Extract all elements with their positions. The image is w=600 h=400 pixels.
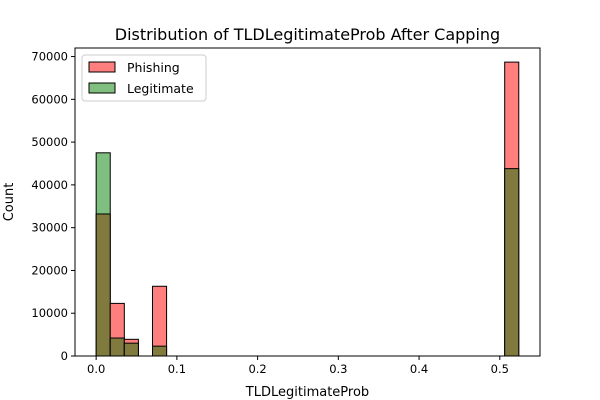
x-tick-label: 0.3 xyxy=(329,362,347,376)
y-axis-label: Count xyxy=(2,183,17,222)
y-tick-label: 40000 xyxy=(31,178,68,192)
legend-swatch xyxy=(88,82,116,94)
bars-layer xyxy=(95,61,520,357)
legend: Phishing Legitimate xyxy=(81,54,207,102)
y-tick-label: 10000 xyxy=(31,306,68,320)
bar-legitimate xyxy=(123,342,139,357)
legend-label: Legitimate xyxy=(127,81,194,96)
y-tick-label: 20000 xyxy=(31,263,68,277)
x-tick-label: 0.1 xyxy=(168,362,186,376)
bar-legitimate xyxy=(504,168,520,357)
y-tick-label: 0 xyxy=(61,349,68,363)
bar-legitimate xyxy=(109,337,125,357)
bar-phishing xyxy=(95,213,111,357)
bar-legitimate xyxy=(152,345,168,357)
x-tick-label: 0.0 xyxy=(87,362,105,376)
ticks-layer: 0.0 0.1 0.2 0.3 0.4 0.5 0 10000 20000 30000 40000 5… xyxy=(31,50,509,376)
y-tick-label: 60000 xyxy=(31,92,68,106)
x-axis-label: TLDLegitimateProb xyxy=(245,385,369,400)
bar-phishing xyxy=(152,285,168,357)
x-tick-label: 0.5 xyxy=(491,362,509,376)
x-tick-label: 0.2 xyxy=(248,362,266,376)
plot-frame xyxy=(74,47,541,357)
x-tick-label: 0.4 xyxy=(410,362,428,376)
y-tick-label: 50000 xyxy=(31,135,68,149)
legend-label: Phishing xyxy=(127,60,180,75)
chart-title: Distribution of TLDLegitimateProb After … xyxy=(115,25,500,44)
y-tick-label: 30000 xyxy=(31,221,68,235)
legend-swatch xyxy=(88,61,116,73)
y-tick-label: 70000 xyxy=(31,50,68,64)
